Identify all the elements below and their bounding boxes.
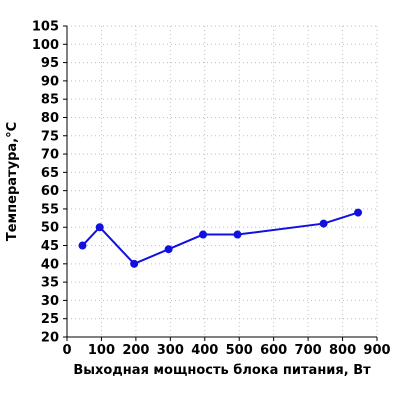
y-tick-label: 105 xyxy=(32,20,59,35)
y-tick-label: 30 xyxy=(41,294,59,309)
x-tick-label: 900 xyxy=(363,343,390,358)
data-point xyxy=(354,208,363,217)
x-tick-label: 700 xyxy=(295,343,322,358)
y-tick-label: 95 xyxy=(41,56,59,71)
y-tick-label: 80 xyxy=(41,111,59,126)
y-tick-label: 45 xyxy=(41,239,59,254)
y-tick-label: 85 xyxy=(41,93,59,108)
x-tick-label: 0 xyxy=(62,343,71,358)
y-tick-label: 100 xyxy=(32,38,59,53)
y-tick-label: 65 xyxy=(41,166,59,181)
data-point xyxy=(95,223,104,232)
y-tick-label: 70 xyxy=(41,148,59,163)
data-point xyxy=(319,219,328,228)
x-tick-label: 300 xyxy=(157,343,184,358)
series xyxy=(78,208,363,268)
data-point xyxy=(130,259,139,268)
x-tick-label: 100 xyxy=(88,343,115,358)
y-tick-label: 20 xyxy=(41,331,59,346)
y-axis-title: Температура,°С xyxy=(5,122,20,241)
y-tick-label: 60 xyxy=(41,184,59,199)
grid xyxy=(67,25,378,337)
y-tick-label: 50 xyxy=(41,221,59,236)
series-line xyxy=(81,211,359,266)
y-tick-label: 25 xyxy=(41,312,59,327)
x-tick-label: 200 xyxy=(122,343,149,358)
y-tick-label: 35 xyxy=(41,276,59,291)
y-tick-label: 90 xyxy=(41,74,59,89)
data-point xyxy=(233,230,242,239)
x-tick-label: 800 xyxy=(329,343,356,358)
axes: 0 100 200 300 400 500 600 700 800 900 20 25 30 35 40 45… xyxy=(32,20,391,359)
data-point xyxy=(78,241,87,250)
x-tick-label: 400 xyxy=(191,343,218,358)
x-tick-label: 500 xyxy=(226,343,253,358)
x-axis-title: Выходная мощность блока питания, Вт xyxy=(73,363,371,378)
data-point xyxy=(199,230,208,239)
y-tick-label: 40 xyxy=(41,257,59,272)
y-tick-label: 55 xyxy=(41,202,59,217)
y-tick-label: 75 xyxy=(41,129,59,144)
x-tick-label: 600 xyxy=(260,343,287,358)
data-point xyxy=(164,245,173,254)
